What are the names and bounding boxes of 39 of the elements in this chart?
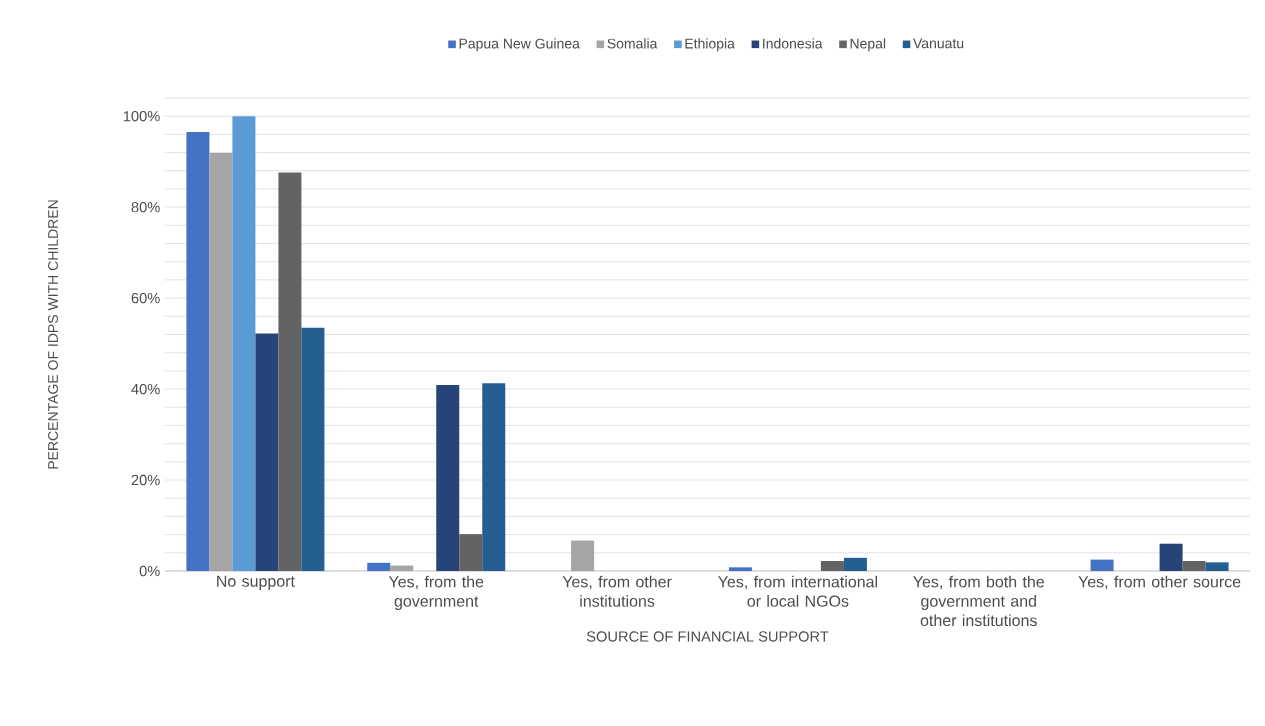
- x-tick-label: Yes, from both the government and other institutions: [913, 575, 1044, 627]
- bar: [728, 567, 752, 571]
- y-tick-label: 40%: [131, 383, 160, 395]
- bar: [459, 534, 483, 571]
- bar: [1182, 560, 1206, 571]
- legend-label: Papua New Guinea: [459, 38, 580, 52]
- bar: [1205, 562, 1229, 571]
- legend-label: Ethiopia: [685, 38, 735, 52]
- x-axis-title: SOURCE OF FINANCIAL SUPPORT: [586, 631, 829, 642]
- bar: [1159, 543, 1183, 571]
- y-tick-label: 20%: [131, 474, 160, 486]
- bar: [820, 560, 844, 571]
- bar: [571, 540, 595, 571]
- legend-label: Indonesia: [763, 38, 823, 49]
- bar: [186, 132, 210, 571]
- y-tick-label: 80%: [131, 201, 160, 213]
- bar: [255, 333, 279, 571]
- bar: [436, 384, 460, 571]
- bar: [367, 562, 391, 571]
- legend-label: Nepal: [850, 38, 886, 52]
- bar: [390, 565, 414, 571]
- bar: [232, 116, 256, 571]
- y-axis-title: PERCENTAGE OF IDPS WITH CHILDREN: [48, 200, 58, 469]
- bar: [301, 327, 325, 571]
- x-tick-label: No support: [217, 575, 295, 591]
- x-tick-label: Yes, from other source: [1078, 575, 1241, 590]
- y-tick-label: 0%: [139, 565, 160, 577]
- y-tick-label: 100%: [123, 111, 160, 122]
- legend-label: Vanuatu: [913, 38, 964, 49]
- bar: [1090, 559, 1114, 571]
- x-tick-label: Yes, from other institutions: [562, 575, 672, 607]
- y-tick-label: 60%: [131, 292, 160, 304]
- bar: [482, 383, 506, 571]
- x-tick-label: Yes, from international or local NGOs: [718, 575, 878, 607]
- legend-label: Somalia: [607, 38, 658, 49]
- x-tick-label: Yes, from the government: [388, 575, 484, 610]
- bar: [278, 172, 302, 571]
- bar: [209, 153, 233, 571]
- bar: [843, 557, 867, 571]
